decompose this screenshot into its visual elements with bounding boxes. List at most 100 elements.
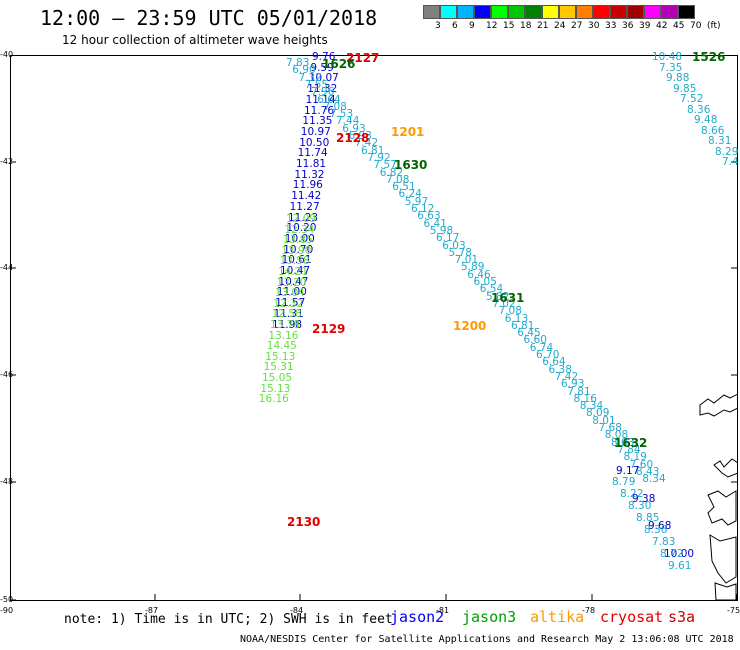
color-scale-label: 9 <box>469 21 475 31</box>
wave-height-label: 12.32 <box>273 297 304 310</box>
latitude-label: -42 <box>0 157 14 166</box>
wave-height-label: 14.45 <box>266 340 297 353</box>
wave-height-label: 6.81 <box>361 144 385 157</box>
color-scale-swatch <box>508 5 525 19</box>
longitude-label: -87 <box>145 606 159 615</box>
wave-height-label: 10.47 <box>278 275 309 288</box>
wave-height-label: 5.78 <box>448 246 472 259</box>
color-scale-label: 36 <box>622 21 634 31</box>
wave-height-label: 9.59 <box>310 61 334 74</box>
wave-height-label: 13.85 <box>282 234 313 247</box>
color-scale-label: 30 <box>588 21 600 31</box>
wave-height-label: 9.88 <box>666 72 690 84</box>
wave-height-label: 7.57 <box>373 159 397 172</box>
pass-number-label: 2129 <box>312 322 346 336</box>
pass-number-label: 2128 <box>336 131 370 145</box>
color-scale-swatch <box>593 5 610 19</box>
legend-entry: jason3 <box>462 608 517 626</box>
wave-height-label: 8.36 <box>687 103 711 116</box>
wave-height-label: 9.85 <box>673 82 697 95</box>
wave-height-label: 12.34 <box>284 223 315 236</box>
wave-height-label: 15.05 <box>262 372 293 384</box>
wave-height-label: 8.36 <box>644 524 668 536</box>
wave-height-label: 7.4 <box>722 156 739 168</box>
color-scale-swatch <box>644 5 661 19</box>
pass-number-label: 1632 <box>614 436 648 450</box>
coastline <box>699 393 738 601</box>
wave-height-label: 9.17 <box>616 465 640 477</box>
wave-height-label: 10.00 <box>284 232 315 245</box>
color-scale-label: 12 <box>486 21 498 31</box>
wave-height-label: 7.52 <box>680 93 704 105</box>
color-scale-swatch <box>491 5 508 19</box>
page-subtitle: 12 hour collection of altimeter wave hei… <box>62 33 328 47</box>
latitude-label: -48 <box>0 477 14 486</box>
wave-height-label: 6.64 <box>542 356 566 369</box>
wave-height-label: 13.58 <box>279 255 310 268</box>
wave-height-label: 8.16 <box>573 392 597 405</box>
wave-height-label: 8.31 <box>708 135 732 147</box>
wave-height-label: 7.08 <box>386 173 410 186</box>
wave-height-label: 6.12 <box>411 203 435 215</box>
wave-height-label: 7.96 <box>311 86 335 99</box>
latitude-label: -44 <box>0 263 14 272</box>
color-scale-label: 6 <box>452 21 458 31</box>
wave-height-label: 11.81 <box>296 158 327 170</box>
color-scale-label: 39 <box>639 21 651 31</box>
wave-height-label: 10.50 <box>299 136 330 149</box>
latitude-label: -46 <box>0 370 14 379</box>
wave-height-label: 9.61 <box>668 560 692 572</box>
wave-height-label: 6.81 <box>511 319 535 332</box>
wave-height-label: 6.64 <box>317 93 341 106</box>
wave-height-label: 13.20 <box>276 276 307 289</box>
map-grid <box>10 55 738 601</box>
wave-height-label: 8.72 <box>660 548 684 560</box>
color-scale-swatch <box>627 5 644 19</box>
color-scale-label: (ft) <box>707 21 721 31</box>
wave-height-label: 8.34 <box>642 473 666 486</box>
wave-height-label: 6.13 <box>504 312 529 325</box>
wave-height-label: 9.48 <box>694 114 718 126</box>
pass-number-label: 1200 <box>453 319 487 333</box>
wave-height-label: 5.82 <box>486 290 510 303</box>
longitude-label: -90 <box>0 606 14 615</box>
wave-height-label: 6.60 <box>523 334 547 347</box>
wave-height-label: 8.22 <box>620 488 644 500</box>
wave-height-label: 8.43 <box>636 465 660 478</box>
wave-height-label: 7.81 <box>567 385 591 398</box>
pass-number-label: 2127 <box>346 51 380 65</box>
color-scale-label: 18 <box>520 21 532 31</box>
legend-entry: s3a <box>668 608 696 626</box>
wave-height-label: 10.07 <box>308 72 339 85</box>
wave-height-label: 5.98 <box>429 224 454 237</box>
wave-height-label: 10.47 <box>280 265 311 277</box>
wave-height-label: 15.31 <box>263 361 294 374</box>
wave-height-label: 11.98 <box>272 318 303 331</box>
wave-height-label: 6.24 <box>398 188 422 201</box>
color-scale-swatch <box>525 5 542 19</box>
wave-height-label: 11.96 <box>292 179 323 192</box>
wave-height-label: 10.20 <box>286 222 317 235</box>
wave-height-label: 10.48 <box>652 51 683 63</box>
wave-height-label: 7.84 <box>617 443 641 456</box>
wave-height-label: 6.93 <box>348 130 372 142</box>
wave-height-label: 7.68 <box>598 422 622 434</box>
wave-height-label: 13.16 <box>268 329 299 342</box>
wave-height-label: 15.13 <box>265 350 296 363</box>
wave-height-label: 11.32 <box>307 83 338 96</box>
longitude-label: -84 <box>290 606 304 615</box>
color-scale-swatch <box>440 5 457 19</box>
wave-height-label: 6.03 <box>442 239 466 252</box>
wave-height-label: 11.31 <box>273 307 304 320</box>
wave-height-label: 11.14 <box>305 93 336 106</box>
legend-entry: jason2 <box>390 608 445 626</box>
pass-number-label: 1631 <box>491 291 525 305</box>
wave-height-label: 8.08 <box>604 429 629 442</box>
longitude-label: -78 <box>582 606 596 615</box>
wave-height-label: 11.27 <box>289 200 320 213</box>
wave-height-label: 6.90 <box>292 64 316 77</box>
color-scale-label: 21 <box>537 21 549 31</box>
color-scale-swatch <box>661 5 678 19</box>
wave-height-label: 7.92 <box>367 151 391 164</box>
page-title: 12:00 – 23:59 UTC 05/01/2018 <box>40 6 378 30</box>
